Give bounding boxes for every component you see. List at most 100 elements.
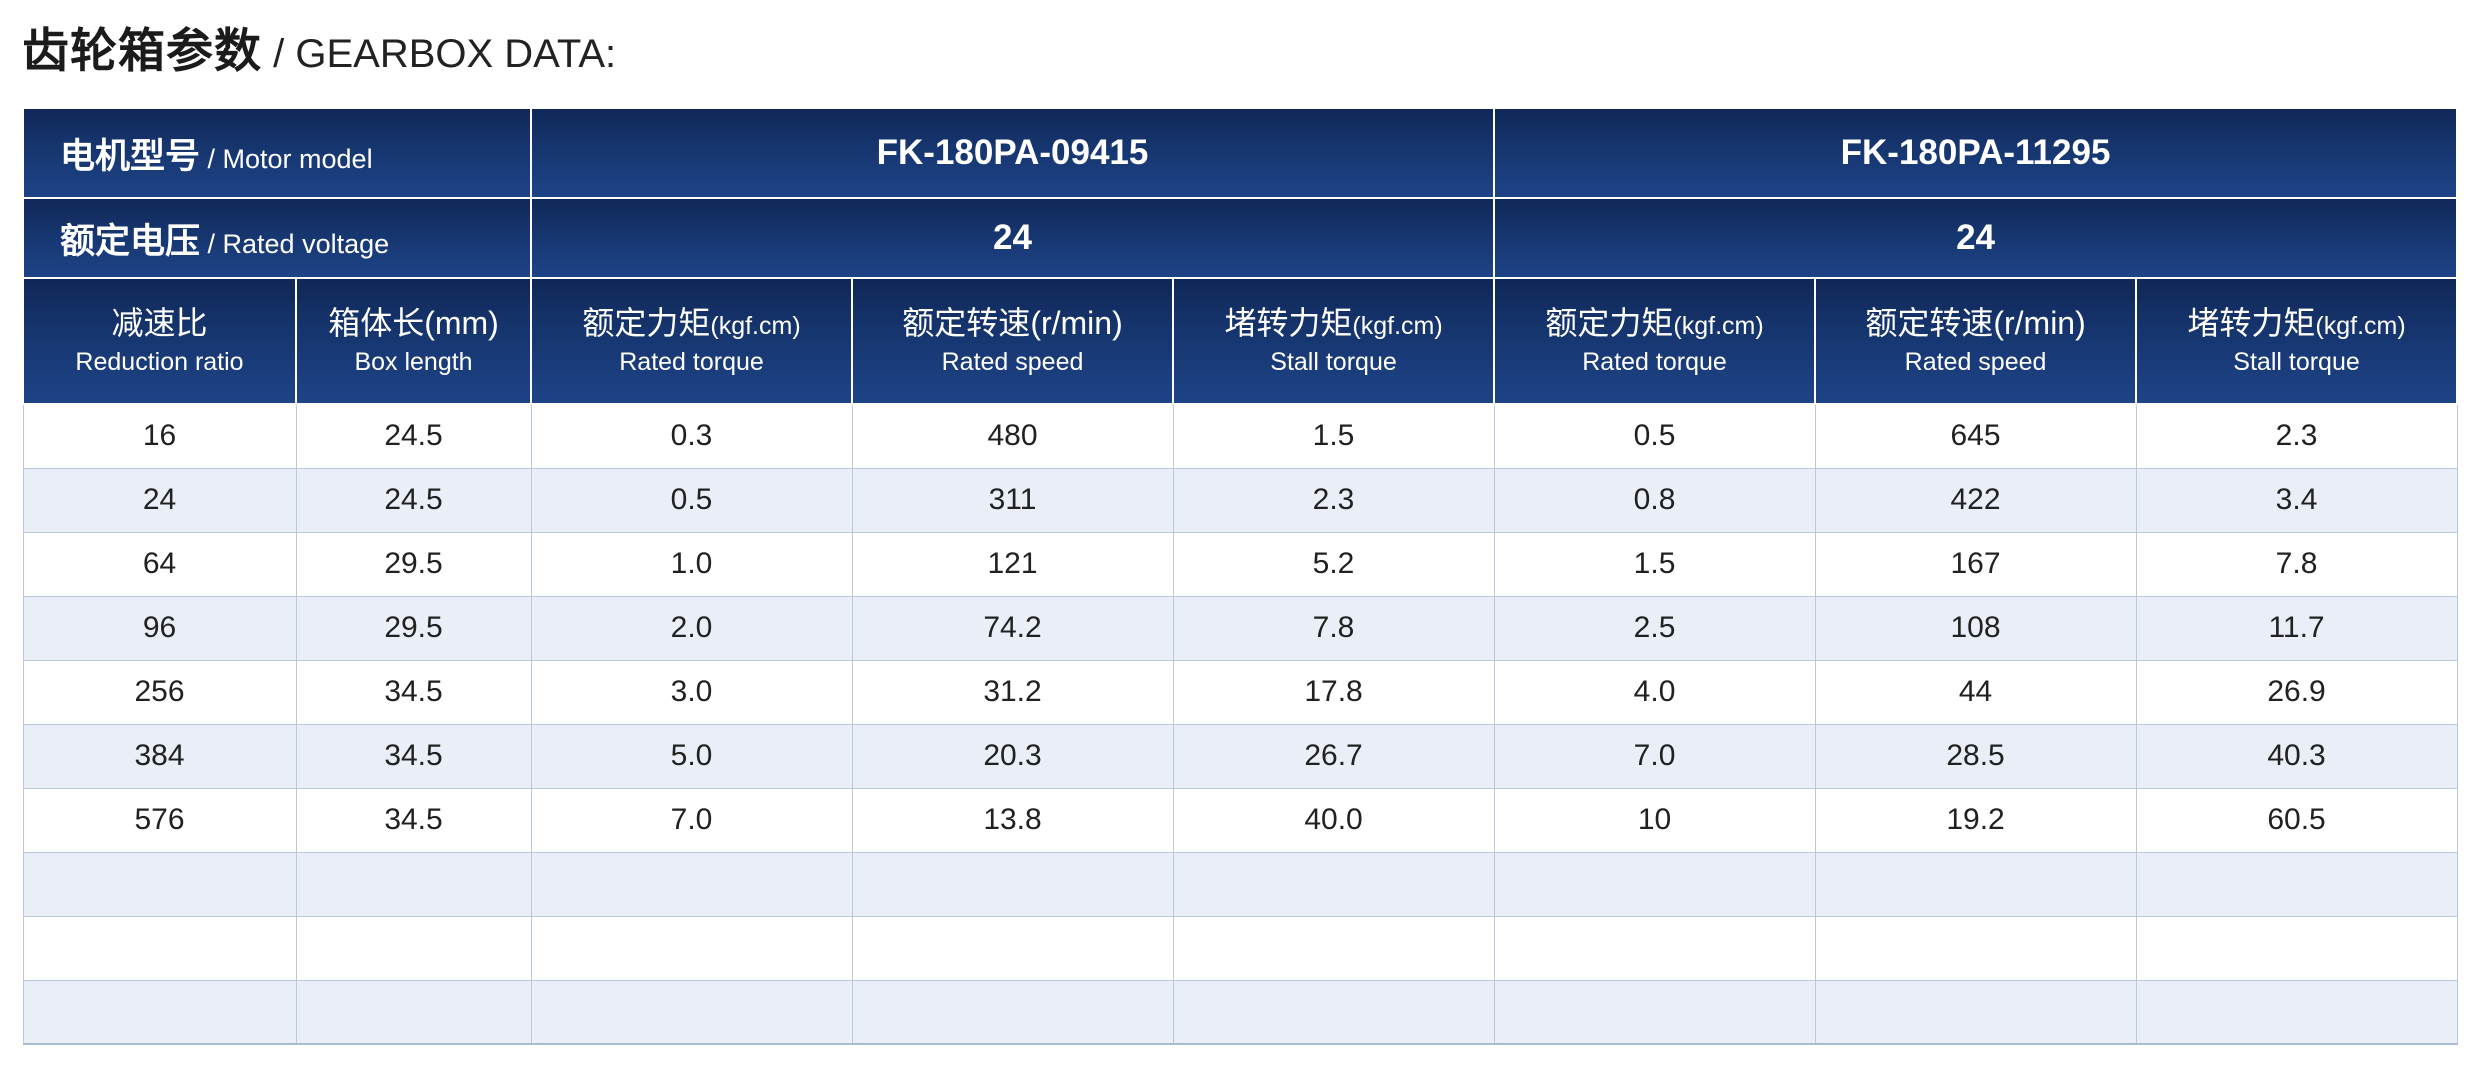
table-cell: 1.5 bbox=[1493, 531, 1816, 597]
table-cell bbox=[851, 979, 1174, 1045]
table-cell: 26.9 bbox=[2135, 659, 2458, 725]
page-title: 齿轮箱参数 / GEARBOX DATA: bbox=[22, 12, 2456, 81]
table-row: 256 34.5 3.0 31.2 17.8 4.0 44 26.9 bbox=[22, 659, 2458, 725]
rated-voltage-label: 额定电压 / Rated voltage bbox=[21, 197, 533, 279]
table-cell: 19.2 bbox=[1814, 787, 2137, 853]
table-row: 576 34.5 7.0 13.8 40.0 10 19.2 60.5 bbox=[22, 787, 2458, 853]
table-cell: 74.2 bbox=[851, 595, 1174, 661]
table-cell bbox=[851, 915, 1174, 981]
table-cell: 121 bbox=[851, 531, 1174, 597]
table-cell bbox=[1172, 851, 1495, 917]
table-cell: 422 bbox=[1814, 467, 2137, 533]
column-zh: 堵转力矩 bbox=[1224, 304, 1353, 341]
table-cell bbox=[851, 851, 1174, 917]
table-cell: 2.0 bbox=[530, 595, 853, 661]
table-cell bbox=[530, 915, 853, 981]
table-cell: 34.5 bbox=[295, 659, 532, 725]
table-cell bbox=[22, 979, 297, 1045]
table-cell bbox=[1493, 851, 1816, 917]
column-en: Stall torque bbox=[2233, 348, 2360, 377]
column-header-rated-speed-2: 额定转速(r/min) Rated speed bbox=[1814, 277, 2138, 405]
table-body: 16 24.5 0.3 480 1.5 0.5 645 2.3 24 24.5 0.5 311 2.3 0… bbox=[22, 403, 2458, 1045]
table-cell: 576 bbox=[22, 787, 297, 853]
column-header-box-length: 箱体长(mm) Box length bbox=[294, 277, 533, 405]
table-cell: 480 bbox=[851, 403, 1174, 469]
column-unit: (r/min) bbox=[1993, 304, 2086, 341]
column-unit: (mm) bbox=[424, 304, 499, 341]
table-cell: 108 bbox=[1814, 595, 2137, 661]
table-cell bbox=[530, 851, 853, 917]
table-cell: 256 bbox=[22, 659, 297, 725]
table-row: 384 34.5 5.0 20.3 26.7 7.0 28.5 40.3 bbox=[22, 723, 2458, 789]
column-header-reduction-ratio: 减速比 Reduction ratio bbox=[22, 277, 297, 405]
table-row bbox=[22, 915, 2458, 981]
table-cell bbox=[1814, 851, 2137, 917]
column-zh: 额定转速 bbox=[1865, 304, 1994, 341]
column-unit: (kgf.cm) bbox=[2315, 311, 2406, 340]
column-en: Rated speed bbox=[941, 348, 1084, 377]
table-cell: 29.5 bbox=[295, 595, 532, 661]
table-cell bbox=[1172, 979, 1495, 1045]
table-cell: 17.8 bbox=[1172, 659, 1495, 725]
motor-model-label-en: / Motor model bbox=[200, 143, 373, 174]
datasheet-page: 齿轮箱参数 / GEARBOX DATA: 电机型号 / Motor model… bbox=[21, 12, 2459, 1045]
column-en: Rated speed bbox=[1904, 348, 2047, 377]
table-cell bbox=[1814, 915, 2137, 981]
table-cell bbox=[22, 851, 297, 917]
motor-model-label: 电机型号 / Motor model bbox=[21, 107, 533, 199]
table-cell bbox=[295, 851, 532, 917]
table-cell: 64 bbox=[22, 531, 297, 597]
table-row: 96 29.5 2.0 74.2 7.8 2.5 108 11.7 bbox=[22, 595, 2458, 661]
column-header-stall-torque-1: 堵转力矩(kgf.cm) Stall torque bbox=[1172, 277, 1496, 405]
table-cell: 645 bbox=[1814, 403, 2137, 469]
rated-voltage-2: 24 bbox=[1493, 197, 2459, 279]
column-zh: 额定力矩 bbox=[1545, 304, 1674, 341]
rated-voltage-label-zh: 额定电压 bbox=[60, 221, 201, 261]
table-cell: 31.2 bbox=[851, 659, 1174, 725]
motor-model-2: FK-180PA-11295 bbox=[1493, 107, 2459, 199]
table-cell: 0.8 bbox=[1493, 467, 1816, 533]
table-cell: 1.0 bbox=[530, 531, 853, 597]
rated-voltage-1: 24 bbox=[530, 197, 1496, 279]
page-title-zh: 齿轮箱参数 bbox=[22, 24, 262, 77]
table-cell: 5.0 bbox=[530, 723, 853, 789]
table-cell: 29.5 bbox=[295, 531, 532, 597]
table-cell: 2.3 bbox=[2135, 403, 2458, 469]
table-cell: 5.2 bbox=[1172, 531, 1495, 597]
table-cell bbox=[22, 915, 297, 981]
table-cell bbox=[295, 915, 532, 981]
table-cell: 2.3 bbox=[1172, 467, 1495, 533]
table-cell: 40.3 bbox=[2135, 723, 2458, 789]
table-cell: 10 bbox=[1493, 787, 1816, 853]
column-en: Rated torque bbox=[619, 348, 764, 377]
table-cell: 4.0 bbox=[1493, 659, 1816, 725]
column-unit: (r/min) bbox=[1030, 304, 1123, 341]
table-cell: 0.3 bbox=[530, 403, 853, 469]
table-cell: 7.8 bbox=[2135, 531, 2458, 597]
table-cell bbox=[1493, 915, 1816, 981]
column-zh: 堵转力矩 bbox=[2187, 304, 2316, 341]
table-cell: 24.5 bbox=[295, 403, 532, 469]
table-cell: 96 bbox=[22, 595, 297, 661]
table-row: 24 24.5 0.5 311 2.3 0.8 422 3.4 bbox=[22, 467, 2458, 533]
table-cell: 20.3 bbox=[851, 723, 1174, 789]
column-unit: (kgf.cm) bbox=[1673, 311, 1764, 340]
table-cell: 26.7 bbox=[1172, 723, 1495, 789]
table-cell: 7.0 bbox=[1493, 723, 1816, 789]
column-header-stall-torque-2: 堵转力矩(kgf.cm) Stall torque bbox=[2135, 277, 2459, 405]
table-cell: 7.8 bbox=[1172, 595, 1495, 661]
table-cell: 11.7 bbox=[2135, 595, 2458, 661]
table-cell: 3.4 bbox=[2135, 467, 2458, 533]
table-row bbox=[22, 979, 2458, 1045]
motor-model-label-zh: 电机型号 bbox=[60, 136, 201, 176]
table-cell: 1.5 bbox=[1172, 403, 1495, 469]
column-en: Rated torque bbox=[1582, 348, 1727, 377]
header-row-columns: 减速比 Reduction ratio 箱体长(mm) Box length 额… bbox=[22, 277, 2459, 405]
table-cell: 28.5 bbox=[1814, 723, 2137, 789]
column-unit: (kgf.cm) bbox=[1352, 311, 1443, 340]
column-header-rated-torque-1: 额定力矩(kgf.cm) Rated torque bbox=[530, 277, 854, 405]
table-cell: 167 bbox=[1814, 531, 2137, 597]
column-zh: 额定转速 bbox=[902, 304, 1031, 341]
table-cell bbox=[1172, 915, 1495, 981]
column-header-rated-speed-1: 额定转速(r/min) Rated speed bbox=[851, 277, 1175, 405]
